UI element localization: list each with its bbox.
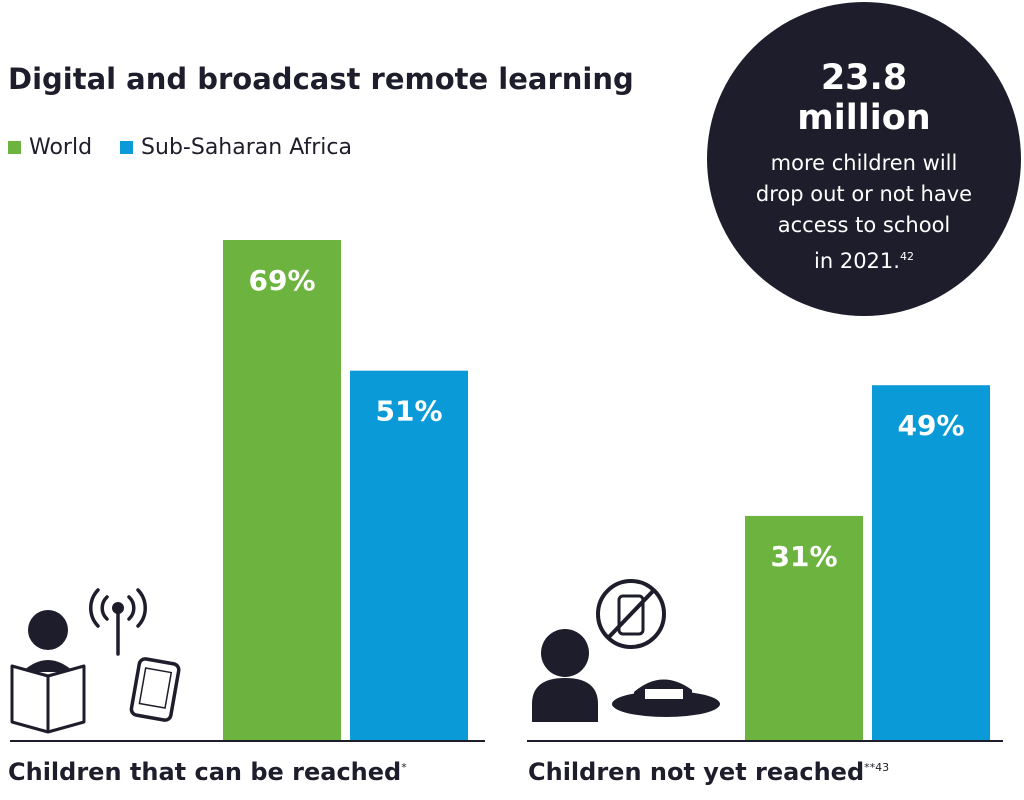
house-icon: [612, 679, 720, 717]
callout-circle: 23.8 million more children will drop out…: [707, 2, 1021, 316]
bar-world-1: [745, 515, 863, 741]
legend-swatch-world: [8, 140, 21, 154]
callout-figure-unit: million: [797, 98, 931, 138]
category-label-reached: Children that can be reached*: [8, 758, 407, 786]
callout-line-4-text: in 2021.: [814, 249, 900, 273]
category-label-reached-text: Children that can be reached: [8, 758, 402, 786]
person-icon: [532, 629, 598, 722]
legend-item-world: World: [8, 135, 92, 160]
callout-text: more children will drop out or not have …: [707, 148, 1021, 277]
bar-ssa-0: [350, 370, 468, 741]
callout-line-4: in 2021.42: [707, 241, 1021, 277]
callout-line-2: drop out or not have: [755, 182, 973, 206]
broadcast-antenna-icon: [89, 588, 147, 656]
person-reading-icon: [10, 610, 86, 734]
category-footnote-not-reached: **43: [864, 761, 890, 774]
bar-value-label-ssa-0: 51%: [375, 395, 442, 428]
legend-label-ssa: Sub-Saharan Africa: [141, 134, 352, 160]
bar-value-label-world-0: 69%: [248, 264, 315, 297]
legend: World Sub-Saharan Africa: [8, 132, 380, 162]
smartphone-icon: [129, 657, 181, 722]
no-phone-icon: [596, 579, 666, 649]
legend-item-ssa: Sub-Saharan Africa: [120, 135, 352, 160]
legend-swatch-ssa: [120, 140, 134, 154]
callout-line-1: more children will: [770, 151, 958, 175]
chart-title: Digital and broadcast remote learning: [8, 62, 634, 96]
category-label-not-reached: Children not yet reached**43: [528, 758, 889, 786]
bar-value-label-ssa-1: 49%: [897, 409, 964, 442]
callout-line-3: access to school: [777, 213, 951, 237]
callout-footnote: 42: [899, 250, 914, 263]
bar-value-label-world-1: 31%: [770, 540, 837, 573]
category-footnote-reached: *: [401, 761, 407, 774]
category-label-not-reached-text: Children not yet reached: [528, 758, 865, 786]
legend-label-world: World: [29, 134, 93, 160]
callout-figure-value: 23.8: [820, 58, 908, 98]
callout-figure: 23.8 million: [707, 58, 1021, 138]
bar-ssa-1: [872, 385, 990, 741]
bars-group: 69% 31% 51% 49%: [223, 240, 990, 741]
bar-world-0: [223, 240, 341, 741]
